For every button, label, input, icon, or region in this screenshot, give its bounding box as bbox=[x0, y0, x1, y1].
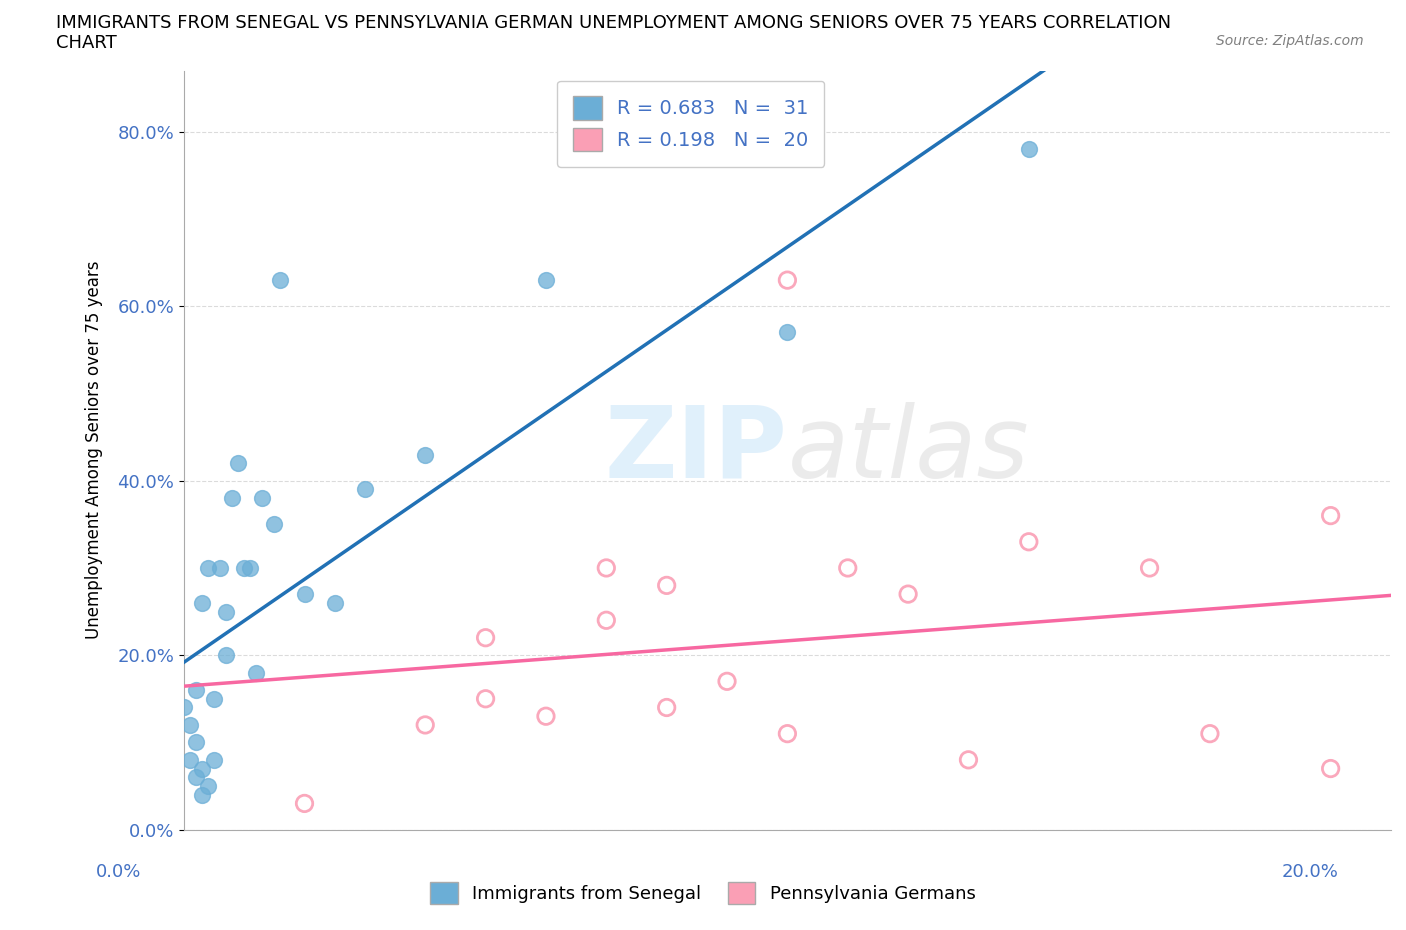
Text: IMMIGRANTS FROM SENEGAL VS PENNSYLVANIA GERMAN UNEMPLOYMENT AMONG SENIORS OVER 7: IMMIGRANTS FROM SENEGAL VS PENNSYLVANIA … bbox=[56, 14, 1171, 32]
Text: 0.0%: 0.0% bbox=[96, 863, 141, 881]
Point bbox=[191, 595, 214, 610]
Point bbox=[1139, 561, 1161, 576]
Point bbox=[776, 272, 799, 287]
Point bbox=[197, 561, 219, 576]
Point bbox=[202, 691, 225, 706]
Point bbox=[294, 796, 316, 811]
Point bbox=[776, 726, 799, 741]
Point bbox=[716, 674, 738, 689]
Text: CHART: CHART bbox=[56, 34, 117, 52]
Point bbox=[837, 561, 859, 576]
Point bbox=[179, 752, 201, 767]
Point bbox=[269, 272, 291, 287]
Point bbox=[323, 595, 346, 610]
Point bbox=[1319, 508, 1341, 523]
Point bbox=[474, 631, 496, 645]
Point bbox=[354, 482, 377, 497]
Point bbox=[1018, 535, 1040, 550]
Point bbox=[413, 447, 436, 462]
Point bbox=[534, 709, 557, 724]
Point bbox=[1319, 761, 1341, 776]
Point bbox=[897, 587, 920, 602]
Point bbox=[202, 752, 225, 767]
Text: atlas: atlas bbox=[787, 402, 1029, 498]
Point bbox=[197, 778, 219, 793]
Point bbox=[957, 752, 980, 767]
Point bbox=[776, 325, 799, 339]
Point bbox=[595, 613, 617, 628]
Point bbox=[215, 647, 238, 662]
Point bbox=[191, 788, 214, 803]
Y-axis label: Unemployment Among Seniors over 75 years: Unemployment Among Seniors over 75 years bbox=[86, 261, 103, 640]
Point bbox=[1199, 726, 1222, 741]
Point bbox=[226, 456, 249, 471]
Point bbox=[413, 718, 436, 733]
Point bbox=[221, 491, 243, 506]
Point bbox=[595, 561, 617, 576]
Legend: Immigrants from Senegal, Pennsylvania Germans: Immigrants from Senegal, Pennsylvania Ge… bbox=[423, 875, 983, 911]
Point bbox=[294, 587, 316, 602]
Point bbox=[534, 272, 557, 287]
Text: 20.0%: 20.0% bbox=[1282, 863, 1339, 881]
Point bbox=[245, 665, 267, 680]
Point bbox=[1018, 142, 1040, 157]
Point bbox=[474, 691, 496, 706]
Point bbox=[208, 561, 231, 576]
Legend: R = 0.683   N =  31, R = 0.198   N =  20: R = 0.683 N = 31, R = 0.198 N = 20 bbox=[557, 81, 824, 166]
Point bbox=[215, 604, 238, 619]
Point bbox=[173, 700, 195, 715]
Point bbox=[239, 561, 262, 576]
Point bbox=[655, 700, 678, 715]
Point bbox=[655, 578, 678, 592]
Point bbox=[184, 735, 207, 750]
Point bbox=[252, 491, 274, 506]
Text: Source: ZipAtlas.com: Source: ZipAtlas.com bbox=[1216, 34, 1364, 48]
Point bbox=[191, 761, 214, 776]
Point bbox=[233, 561, 256, 576]
Text: ZIP: ZIP bbox=[605, 402, 787, 498]
Point bbox=[179, 718, 201, 733]
Point bbox=[263, 517, 285, 532]
Point bbox=[184, 770, 207, 785]
Point bbox=[184, 683, 207, 698]
